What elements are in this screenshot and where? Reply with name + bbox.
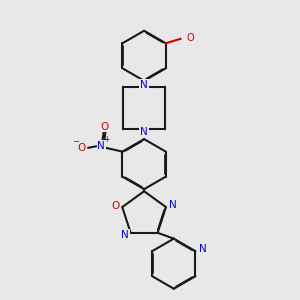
Text: O: O (186, 33, 194, 43)
Text: N: N (140, 80, 148, 90)
Text: +: + (103, 135, 110, 144)
Text: O: O (112, 201, 120, 211)
Text: −: − (72, 137, 79, 146)
Text: N: N (122, 230, 129, 240)
Text: N: N (169, 200, 176, 210)
Text: N: N (98, 141, 105, 151)
Text: O: O (77, 143, 86, 153)
Text: N: N (140, 127, 148, 137)
Text: N: N (199, 244, 207, 254)
Text: O: O (100, 122, 109, 132)
